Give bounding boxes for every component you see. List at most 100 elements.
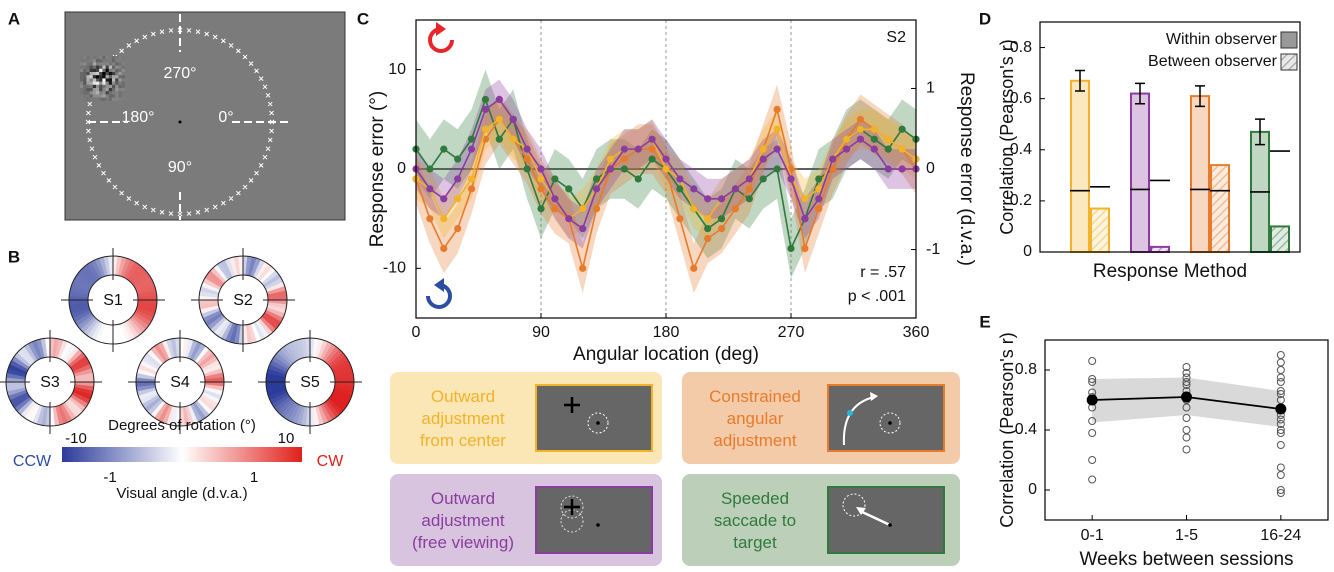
bar — [1190, 95, 1210, 253]
observer-point — [1088, 375, 1097, 383]
bar — [1090, 207, 1110, 253]
noise-pixel — [112, 72, 116, 76]
noise-pixel — [115, 78, 119, 82]
noise-pixel — [83, 91, 87, 95]
y-tick-label: 0 — [1028, 481, 1037, 498]
data-point — [551, 205, 559, 213]
angle-label: 90° — [168, 159, 192, 176]
data-point — [870, 125, 878, 133]
noise-pixel — [105, 59, 109, 63]
data-point — [662, 155, 670, 163]
noise-pixel — [121, 88, 125, 92]
noise-pixel — [108, 78, 113, 82]
noise-pixel — [121, 65, 125, 69]
noise-pixel — [86, 65, 90, 69]
observer-point — [1276, 486, 1285, 494]
data-point — [579, 205, 587, 213]
noise-pixel — [112, 62, 116, 66]
crosshair — [88, 14, 290, 220]
y-tick-label: 10 — [388, 61, 406, 78]
cw-arrowhead — [436, 22, 446, 36]
data-point — [856, 135, 865, 143]
data-point — [815, 175, 823, 183]
data-point — [731, 185, 740, 193]
target-ring — [587, 412, 609, 434]
data-point — [690, 185, 698, 193]
method-thumbnail — [535, 384, 653, 452]
noise-pixel — [89, 91, 93, 95]
noise-pixel — [105, 65, 109, 69]
noise-pixel — [99, 84, 103, 89]
data-point — [898, 165, 906, 173]
observer-point — [1276, 390, 1285, 398]
data-point — [856, 115, 865, 123]
noise-pixel — [99, 62, 103, 66]
noise-pixel — [96, 68, 100, 73]
noise-pixel — [112, 84, 116, 89]
data-point — [759, 175, 767, 183]
angle-label: 180° — [121, 109, 154, 126]
data-point — [592, 175, 601, 183]
colorbar-end-label: CCW — [13, 453, 52, 470]
noise-pixel — [99, 88, 103, 92]
data-point — [620, 145, 628, 153]
x-axis-label: Angular location (deg) — [573, 344, 759, 365]
data-point — [537, 205, 545, 213]
legend-swatch — [1280, 53, 1298, 71]
noise-pixel — [105, 75, 109, 79]
mean-point — [1181, 391, 1192, 403]
observer-point — [1182, 433, 1191, 442]
noise-pixel — [99, 56, 103, 60]
stimulus-screen — [64, 11, 346, 221]
fixation — [596, 523, 600, 527]
noise-pixel — [96, 88, 100, 92]
noise-pixel — [92, 62, 97, 66]
noise-pixel — [112, 78, 116, 82]
noise-pixel — [99, 59, 103, 63]
target-ring — [879, 412, 901, 434]
noise-pixel — [80, 62, 84, 66]
noise-pixel — [80, 72, 84, 76]
noise-pixel — [108, 59, 113, 63]
noise-pixel — [121, 68, 125, 73]
noise-pixel — [89, 62, 93, 66]
target-ring — [842, 493, 866, 517]
noise-pixel — [86, 91, 90, 95]
noise-pixel — [115, 88, 119, 92]
panel-label: B — [8, 247, 20, 266]
noise-pixel — [102, 72, 106, 76]
noise-pixel — [102, 88, 106, 92]
observer-point — [1182, 378, 1191, 386]
noise-pixel — [115, 72, 119, 76]
colorbar — [62, 447, 302, 462]
noise-pixel — [96, 94, 100, 98]
y2-tick-label: -1 — [926, 241, 940, 258]
x-tick-label: 180 — [653, 324, 680, 341]
noise-pixel — [80, 84, 84, 89]
noise-pixel — [115, 75, 119, 79]
x-axis-label: Response Method — [1093, 261, 1247, 282]
ring-cross — [0, 330, 102, 434]
y2-tick-label: 0 — [926, 160, 935, 177]
arrowhead — [870, 392, 878, 401]
subject-label: S3 — [40, 374, 60, 391]
data-point — [592, 185, 601, 193]
noise-pixel — [92, 94, 97, 98]
noise-pixel — [96, 84, 100, 89]
subject-label: S2 — [233, 292, 253, 309]
noise-pixel — [112, 94, 116, 98]
fixation — [888, 523, 892, 527]
rotation-map — [0, 330, 102, 434]
data-point — [717, 215, 726, 223]
noise-pixel — [108, 72, 113, 76]
rotation-map — [61, 248, 165, 352]
data-point — [454, 195, 462, 203]
noise-pixel — [112, 56, 116, 60]
y2-tick-label: 1 — [926, 80, 935, 97]
noise-pixel — [92, 75, 97, 79]
data-point — [648, 145, 656, 153]
noise-pixel — [80, 59, 84, 63]
noise-pixel — [92, 72, 97, 76]
data-point — [898, 125, 906, 133]
